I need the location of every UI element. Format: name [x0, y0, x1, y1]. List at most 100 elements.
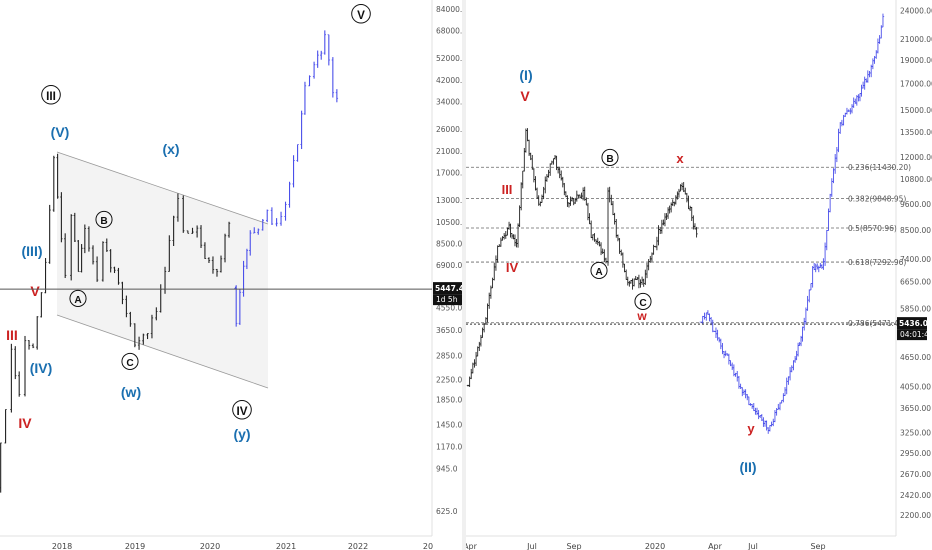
wave-label: (x): [162, 141, 179, 157]
fib-level-label: 0.236(11430.20): [848, 163, 911, 172]
chart-right-panel: 24000.00 21000.00 19000.00 17000.00 15000.00…: [466, 0, 932, 550]
wave-label: B: [100, 216, 107, 227]
series-0: [0, 153, 231, 493]
chart-left-panel: 84000.0 68000.0 52000.0 42000.0 34000.0 26000…: [0, 0, 466, 550]
wave-label: C: [126, 358, 134, 369]
panel-divider: [462, 0, 466, 550]
wave-label: V: [357, 9, 365, 22]
wave-label: (V): [51, 124, 70, 140]
y-tick-label: 2950.00: [900, 449, 931, 458]
y-tick-label: 1170.0: [436, 443, 462, 452]
price-sub-label: 1d 5h: [436, 295, 458, 304]
price-sub-box: [897, 329, 927, 341]
x-tick-label: Jul: [747, 542, 758, 550]
y-tick-label: 6900.0: [436, 261, 462, 270]
wave-label: (III): [22, 243, 43, 259]
y-tick-label: 13000.0: [436, 196, 466, 205]
price-label-box: [897, 317, 927, 330]
y-tick-label: 52000.0: [436, 54, 466, 63]
price-label: 5447.4: [435, 284, 464, 293]
wave-label: (y): [233, 426, 250, 442]
y-tick-label: 15000.00: [900, 106, 932, 115]
wave-label: (IV): [30, 360, 53, 376]
wave-label-circle: [69, 289, 87, 308]
channel-fill: [57, 152, 268, 388]
fib-level-label: 0.5(8570.96): [848, 224, 897, 233]
x-tick-label: Jul: [526, 542, 537, 550]
wave-label: IV: [506, 260, 519, 275]
wave-label: x: [676, 151, 684, 166]
series-0: [466, 128, 698, 387]
wave-label: (I): [519, 67, 532, 83]
fib-level-label: 0.382(9848.95): [848, 195, 906, 204]
wave-label-circle: [121, 352, 139, 371]
channel-lower-line: [56, 314, 269, 389]
y-tick-label: 2420.00: [900, 491, 931, 500]
y-tick-label: 21000.00: [900, 35, 932, 44]
channel-upper-line: [56, 151, 269, 225]
chart-right: 24000.00 21000.00 19000.00 17000.00 15000.00…: [466, 0, 932, 550]
x-tick-label: 2019: [125, 542, 145, 550]
wave-label: B: [606, 154, 613, 165]
price-label: 5436.05: [899, 319, 932, 328]
wave-label-circle: [351, 3, 371, 24]
y-tick-label: 945.0: [436, 464, 458, 473]
x-tick-label: 20: [423, 542, 433, 550]
wave-label: y: [747, 421, 755, 436]
y-tick-label: 10800.00: [900, 175, 932, 184]
y-tick-label: 1850.0: [436, 396, 462, 405]
y-tick-label: 4050.00: [900, 382, 931, 391]
x-tick-label: 2022: [348, 542, 368, 550]
y-tick-label: 2670.00: [900, 470, 931, 479]
y-tick-label: 8500.0: [436, 240, 462, 249]
wave-label-circle: [634, 292, 652, 311]
y-tick-label: 2200.00: [900, 511, 931, 520]
y-tick-label: 24000.00: [900, 7, 932, 16]
wave-label-circle: [232, 399, 252, 420]
y-tick-label: 4650.00: [900, 353, 931, 362]
y-tick-label: 3650.0: [436, 326, 462, 335]
wave-label: (II): [739, 459, 756, 475]
x-tick-label: Sep: [566, 542, 581, 550]
y-tick-label: 34000.0: [436, 98, 466, 107]
chart-left: 84000.0 68000.0 52000.0 42000.0 34000.0 26000…: [0, 0, 466, 550]
series-1: [699, 13, 885, 434]
fib-level-label: 0.618(7292.96): [848, 258, 906, 267]
wave-label: (w): [121, 384, 141, 400]
y-tick-label: 68000.0: [436, 27, 466, 36]
y-tick-label: 42000.0: [436, 76, 466, 85]
series-1: [234, 30, 339, 327]
wave-label: A: [595, 267, 603, 278]
wave-label-circle: [95, 210, 113, 229]
wave-label: A: [74, 295, 82, 306]
wave-label: III: [6, 327, 18, 343]
wave-label: C: [639, 298, 647, 309]
price-sub-box: [433, 294, 463, 306]
price-label-box: [433, 282, 463, 295]
y-tick-label: 17000.0: [436, 169, 466, 178]
y-tick-label: 1450.0: [436, 421, 462, 430]
y-tick-label: 2850.0: [436, 351, 462, 360]
wave-label: V: [520, 88, 530, 104]
wave-label: IV: [18, 415, 32, 431]
y-tick-label: 17000.00: [900, 79, 932, 88]
y-tick-label: 13500.00: [900, 128, 932, 137]
x-tick-label: Apr: [466, 542, 478, 550]
y-tick-label: 625.0: [436, 507, 458, 516]
y-tick-label: 8500.00: [900, 226, 931, 235]
y-tick-label: 4550.0: [436, 304, 462, 313]
wave-label-circle: [41, 84, 61, 105]
y-tick-label: 21000.0: [436, 147, 466, 156]
y-tick-label: 6650.00: [900, 278, 931, 287]
wave-label-circle: [590, 261, 608, 280]
y-tick-label: 5850.00: [900, 305, 931, 314]
x-tick-label: 2018: [52, 542, 72, 550]
wave-label: w: [636, 309, 647, 323]
y-tick-label: 3250.00: [900, 429, 931, 438]
y-tick-label: 3650.00: [900, 404, 931, 413]
x-tick-label: 2020: [645, 542, 665, 550]
y-tick-label: 19000.00: [900, 56, 932, 65]
y-tick-label: 7400.00: [900, 255, 931, 264]
x-tick-label: Apr: [708, 542, 723, 550]
wave-label: III: [502, 182, 513, 197]
